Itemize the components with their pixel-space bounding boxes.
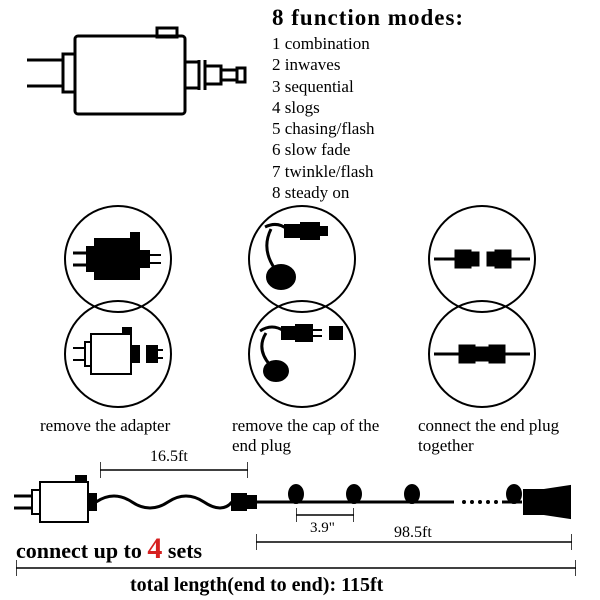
adapter-small-removed-icon xyxy=(73,324,163,384)
mode-item: 8 steady on xyxy=(272,182,374,203)
step-circle-1a xyxy=(64,205,172,313)
endplug-capped-icon xyxy=(257,219,347,299)
lead-length-label: 16.5ft xyxy=(150,448,188,466)
mode-item: 3 sequential xyxy=(272,76,374,97)
step-circle-2a xyxy=(248,205,356,313)
step-circle-2b xyxy=(248,300,356,408)
step-circle-3a xyxy=(428,205,536,313)
step-label-2: remove the cap of the end plug xyxy=(232,416,382,457)
mode-item: 4 slogs xyxy=(272,97,374,118)
mode-item: 6 slow fade xyxy=(272,139,374,160)
total-length-label: total length(end to end): 115ft xyxy=(130,574,383,597)
step-label-3: connect the end plug together xyxy=(418,416,568,457)
step-label-1: remove the adapter xyxy=(40,416,200,436)
step-circle-3b xyxy=(428,300,536,408)
modes-title: 8 function modes: xyxy=(272,5,464,31)
endplug-uncapped-icon xyxy=(256,319,348,389)
mode-item: 1 combination xyxy=(272,33,374,54)
adapter-illustration xyxy=(25,18,260,133)
connectors-apart-icon xyxy=(434,239,530,279)
mode-item: 2 inwaves xyxy=(272,54,374,75)
mode-item: 7 twinkle/flash xyxy=(272,161,374,182)
adapter-small-icon xyxy=(73,229,163,289)
mode-item: 5 chasing/flash xyxy=(272,118,374,139)
step-circle-1b xyxy=(64,300,172,408)
modes-list: 1 combination 2 inwaves 3 sequential 4 s… xyxy=(272,33,374,203)
connectors-joined-icon xyxy=(434,334,530,374)
lit-length-label: 98.5ft xyxy=(394,524,432,542)
